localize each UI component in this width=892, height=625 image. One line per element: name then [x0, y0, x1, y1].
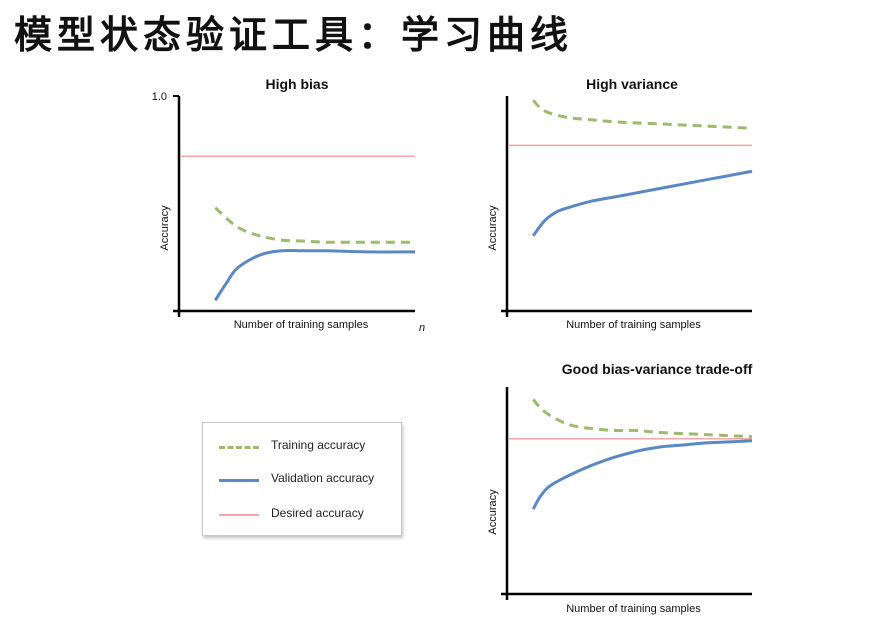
chart-3-x-label: Number of training samples	[566, 603, 701, 615]
legend-label: Validation accuracy	[271, 471, 375, 485]
chart-2-series-validation-accuracy	[531, 169, 753, 237]
chart-1-series-training-accuracy	[214, 206, 416, 244]
legend-item-desired: Desired accuracy	[219, 504, 394, 524]
chart-1-y-tick-label: 1.0	[152, 91, 167, 103]
legend-label: Training accuracy	[271, 438, 366, 452]
chart-3-series-validation-accuracy	[531, 439, 753, 510]
chart-3-y-label: Accuracy	[487, 489, 499, 535]
legend-item-validation: Validation accuracy	[219, 469, 394, 489]
legend: Training accuracy Validation accuracy De…	[202, 422, 402, 536]
chart-1-series-validation-accuracy	[214, 248, 416, 302]
chart-2-x-label: Number of training samples	[566, 319, 701, 331]
legend-item-training: Training accuracy	[219, 436, 394, 456]
chart-1-y-label: Accuracy	[159, 205, 171, 251]
chart-2-title: High variance	[586, 76, 678, 92]
chart-3-series-training-accuracy	[532, 398, 753, 439]
chart-1-x-end-label: n	[419, 322, 425, 334]
legend-label: Desired accuracy	[271, 506, 364, 520]
legend-swatch-training	[219, 446, 259, 449]
legend-swatch-desired	[219, 514, 259, 516]
chart-2-y-label: Accuracy	[487, 205, 499, 251]
chart-3-title: Good bias-variance trade-off	[562, 361, 753, 377]
page-title: 模型状态验证工具：学习曲线	[14, 12, 574, 57]
chart-1-title: High bias	[265, 76, 328, 92]
chart-2-series-training-accuracy	[532, 99, 753, 130]
legend-swatch-validation	[219, 479, 259, 482]
chart-1-x-label: Number of training samples	[234, 319, 369, 331]
